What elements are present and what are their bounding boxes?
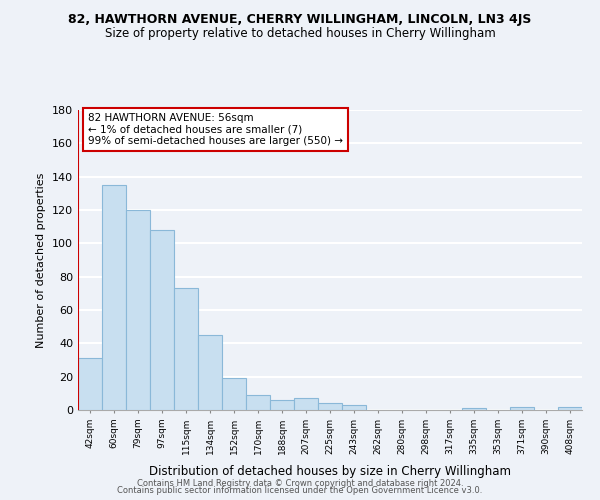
Text: Size of property relative to detached houses in Cherry Willingham: Size of property relative to detached ho… xyxy=(104,28,496,40)
Bar xyxy=(78,358,102,410)
Text: 82, HAWTHORN AVENUE, CHERRY WILLINGHAM, LINCOLN, LN3 4JS: 82, HAWTHORN AVENUE, CHERRY WILLINGHAM, … xyxy=(68,12,532,26)
X-axis label: Distribution of detached houses by size in Cherry Willingham: Distribution of detached houses by size … xyxy=(149,465,511,478)
Bar xyxy=(102,185,126,410)
Bar xyxy=(462,408,486,410)
Bar xyxy=(342,405,366,410)
Bar xyxy=(174,288,198,410)
Bar xyxy=(294,398,318,410)
Y-axis label: Number of detached properties: Number of detached properties xyxy=(37,172,46,348)
Bar xyxy=(558,406,582,410)
Bar xyxy=(246,395,270,410)
Bar xyxy=(126,210,150,410)
Bar xyxy=(318,404,342,410)
Text: Contains HM Land Registry data © Crown copyright and database right 2024.: Contains HM Land Registry data © Crown c… xyxy=(137,478,463,488)
Text: 82 HAWTHORN AVENUE: 56sqm
← 1% of detached houses are smaller (7)
99% of semi-de: 82 HAWTHORN AVENUE: 56sqm ← 1% of detach… xyxy=(88,113,343,146)
Bar xyxy=(222,378,246,410)
Text: Contains public sector information licensed under the Open Government Licence v3: Contains public sector information licen… xyxy=(118,486,482,495)
Bar xyxy=(198,335,222,410)
Bar xyxy=(150,230,174,410)
Bar xyxy=(510,406,534,410)
Bar xyxy=(270,400,294,410)
